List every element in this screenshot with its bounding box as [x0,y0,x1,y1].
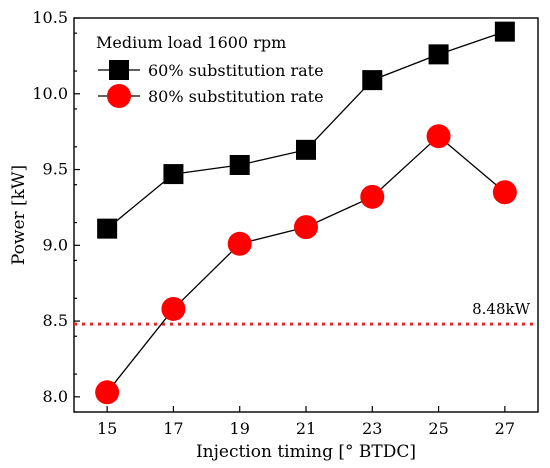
series-group [95,21,517,405]
legend-square-marker [109,60,129,80]
x-tick-label: 19 [230,419,250,438]
data-point-circle [161,296,186,321]
legend-heading: Medium load 1600 rpm [96,33,286,52]
x-axis-ticks: 15 17 19 21 23 25 27 [97,406,515,438]
y-tick-label: 9.5 [43,160,68,179]
y-tick-label: 9.0 [43,235,68,254]
y-tick-label: 8.0 [43,387,68,406]
data-point-square [494,21,515,42]
x-tick-label: 15 [97,419,117,438]
data-point-circle [426,124,451,149]
y-tick-label: 10.0 [32,84,68,103]
reference-line-label: 8.48kW [472,300,530,318]
x-tick-label: 25 [428,419,448,438]
data-point-circle [227,231,252,256]
plot-area: 8.48kW 15 17 19 21 23 25 27 8.0 8.5 9.0 9.5 10.0 10… [32,8,539,438]
data-point-circle [294,215,318,240]
data-point-square [296,139,316,160]
x-tick-label: 27 [495,419,515,438]
y-tick-label: 10.5 [32,8,68,27]
y-axis-ticks: 8.0 8.5 9.0 9.5 10.0 10.5 [32,8,80,413]
y-axis-title: Power [kW] [9,165,29,265]
legend-label: 80% substitution rate [148,87,324,106]
data-point-square [229,154,250,175]
data-point-circle [492,180,517,205]
x-axis-title: Injection timing [° BTDC] [196,442,416,462]
legend: Medium load 1600 rpm 60% substitution ra… [96,33,324,108]
legend-label: 60% substitution rate [148,61,324,80]
y-tick-label: 8.5 [43,311,68,330]
data-point-square [362,70,383,91]
x-tick-label: 21 [296,419,316,438]
data-point-square [97,218,118,239]
data-point-circle [95,380,120,405]
data-point-square [428,44,449,65]
x-tick-label: 23 [362,419,382,438]
legend-circle-marker [107,84,131,108]
data-point-circle [360,184,385,209]
data-point-square [163,164,184,185]
x-tick-label: 17 [163,419,183,438]
reference-line-group: 8.48kW [74,300,538,326]
